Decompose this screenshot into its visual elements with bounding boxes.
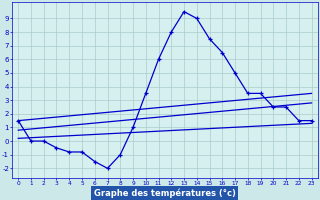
X-axis label: Graphe des températures (°c): Graphe des températures (°c): [94, 188, 236, 198]
